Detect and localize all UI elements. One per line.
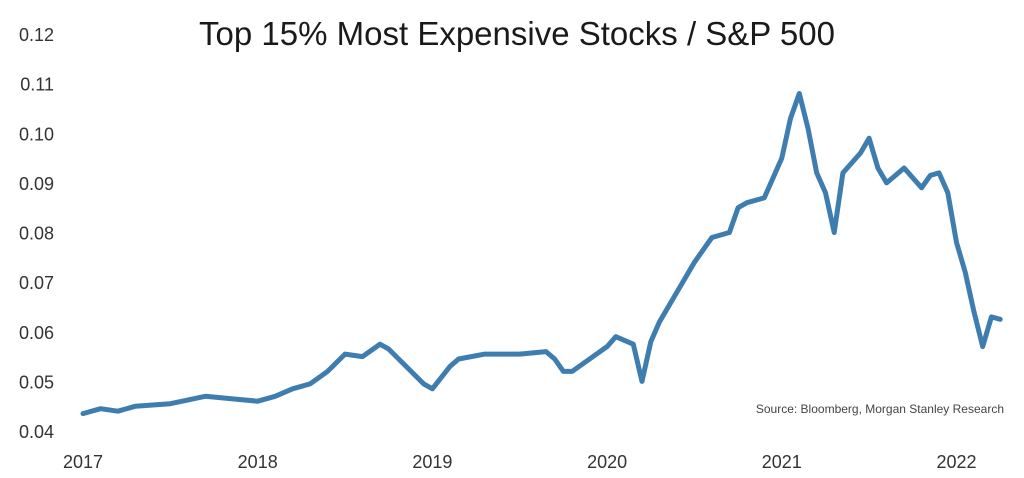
chart-title: Top 15% Most Expensive Stocks / S&P 500 [199,15,835,52]
y-tick-label: 0.06 [19,323,54,343]
y-tick-label: 0.12 [19,25,54,45]
y-axis: 0.04 0.05 0.06 0.07 0.08 0.09 0.10 0.11 0.12 [19,25,54,442]
x-tick-label: 2021 [762,452,802,472]
x-tick-label: 2017 [63,452,103,472]
y-tick-label: 0.05 [19,372,54,392]
x-tick-label: 2018 [238,452,278,472]
x-tick-label: 2020 [587,452,627,472]
y-tick-label: 0.09 [19,174,54,194]
y-tick-label: 0.11 [20,75,54,95]
y-tick-label: 0.08 [19,224,54,244]
x-tick-label: 2019 [412,452,452,472]
series-line [80,91,1003,417]
source-note: Source: Bloomberg, Morgan Stanley Resear… [756,402,1004,416]
y-tick-label: 0.04 [19,422,54,442]
x-axis: 2017 2018 2019 2020 2021 2022 [63,452,977,472]
y-tick-label: 0.07 [19,273,54,293]
y-tick-label: 0.10 [19,124,54,144]
x-tick-label: 2022 [936,452,976,472]
